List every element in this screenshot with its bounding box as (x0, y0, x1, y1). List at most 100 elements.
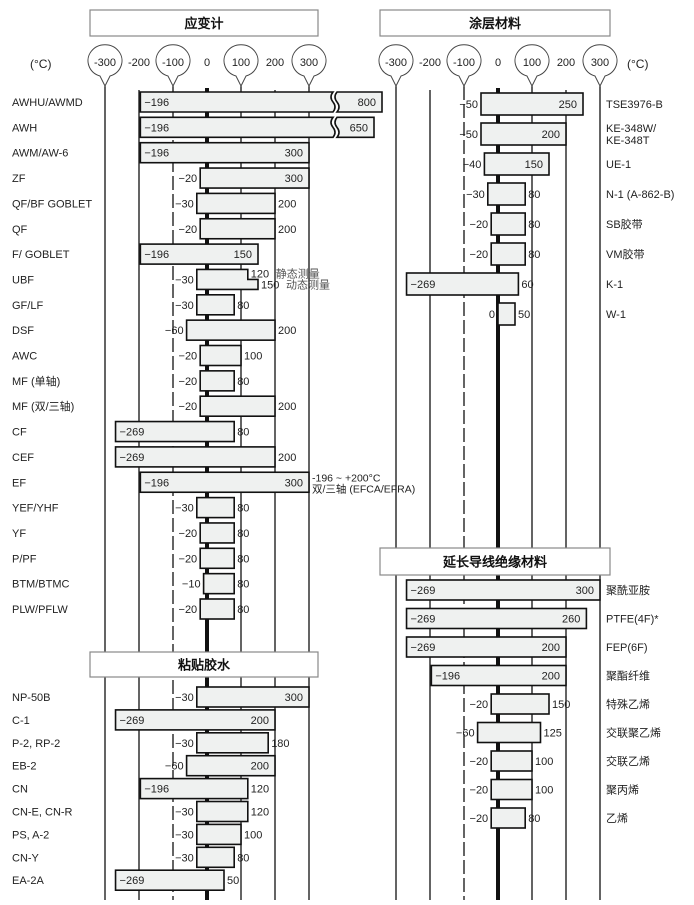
row-label: KE-348W/ (606, 123, 657, 135)
range-bar (199, 598, 235, 620)
min-value: −20 (470, 219, 489, 231)
max-value: 150 (552, 699, 570, 711)
min-value: −196 (144, 148, 169, 160)
range-bar (480, 122, 567, 146)
max-value: 80 (237, 852, 249, 864)
range-row: BTM/BTMC −10 80 (12, 572, 249, 595)
row-label: CN (12, 784, 28, 796)
range-bar (199, 217, 276, 240)
range-row: PTFE(4F)* −269 260 (405, 607, 659, 630)
section-header (379, 547, 611, 576)
range-bar (405, 579, 601, 601)
range-row: AWC −20 100 (12, 344, 262, 367)
max-value: 50 (227, 875, 239, 887)
max-value: 150 (525, 159, 543, 171)
row-label: SB胶带 (606, 217, 643, 231)
row-label: P/PF (12, 553, 37, 565)
max-value: 180 (271, 738, 289, 750)
range-row: W-1 0 50 (489, 302, 626, 326)
min-value: −269 (411, 642, 436, 654)
range-row: 交联乙烯 −20 100 (470, 750, 650, 772)
range-row: F/ GOBLET −196 150 (12, 243, 259, 265)
max-value: 150 (261, 279, 279, 291)
range-bar (196, 293, 236, 316)
min-value: 0 (489, 309, 495, 321)
row-label: 特殊乙烯 (606, 697, 650, 711)
max-value: 80 (237, 604, 249, 616)
row-label: FEP(6F) (606, 642, 648, 654)
row-label: QF/BF GOBLET (12, 198, 92, 210)
max-value: 200 (278, 325, 296, 337)
max-value: 200 (251, 715, 269, 727)
max-value: 300 (285, 148, 303, 160)
max-value: 200 (542, 129, 560, 141)
range-bar (430, 664, 567, 687)
max-value: 100 (244, 829, 262, 841)
min-value: −20 (179, 528, 198, 540)
range-bar (483, 152, 550, 176)
row-label: C-1 (12, 715, 30, 727)
row-label: CF (12, 427, 27, 439)
max-value: 150 (234, 249, 252, 261)
range-bar-extension (334, 91, 383, 113)
section-header (89, 651, 319, 678)
range-bar (490, 778, 533, 801)
min-value: −30 (466, 189, 485, 201)
range-bar (185, 319, 276, 341)
max-value: 300 (285, 692, 303, 704)
section-title: 延长导线绝缘材料 (442, 555, 547, 570)
row-label: AWHU/AWMD (12, 97, 83, 109)
max-value: 80 (528, 813, 540, 825)
range-row: 聚酰亚胺 −269 300 (405, 579, 650, 601)
row-label: P-2, RP-2 (12, 738, 60, 750)
range-bar (196, 731, 270, 754)
tick-bubble (291, 44, 327, 88)
tick-label: -100 (162, 57, 184, 69)
max-value: 120 (251, 807, 269, 819)
row-label: TSE3976-B (606, 99, 663, 111)
tick-label: -100 (453, 57, 475, 69)
max-value: 260 (562, 614, 580, 626)
min-value: −50 (459, 129, 478, 141)
range-row: K-1 −269 60 (405, 272, 623, 296)
min-value: −30 (175, 807, 194, 819)
range-bar (196, 192, 276, 215)
max-value: 60 (521, 279, 533, 291)
max-value: 120 (251, 784, 269, 796)
section-header (89, 9, 319, 37)
range-bar (196, 846, 236, 869)
min-value: −269 (120, 452, 145, 464)
range-bar (196, 800, 249, 823)
range-bar (199, 547, 235, 570)
range-bar (199, 167, 310, 189)
range-bar (199, 370, 235, 392)
row-label: PS, A-2 (12, 829, 49, 841)
range-row: AWHU/AWMD −196 800 (12, 91, 383, 113)
range-bar (490, 807, 527, 829)
row-label: CN-Y (12, 852, 40, 864)
row-label: EF (12, 477, 26, 489)
row-label: 聚酰亚胺 (606, 583, 650, 597)
tick-label: -300 (94, 57, 116, 69)
section-coating: 涂层材料 TSE3976-B −50 250 KE-348W/KE-348T −50 200… (379, 9, 674, 326)
row-label: YEF/YHF (12, 503, 59, 515)
range-row: CN −196 120 (12, 777, 269, 800)
range-bar (405, 636, 567, 658)
tick-label: 200 (557, 57, 575, 69)
section-title: 粘贴胶水 (177, 658, 231, 673)
min-value: −20 (179, 401, 198, 413)
max-value: 200 (542, 671, 560, 683)
range-bar-extension (334, 116, 375, 139)
row-label: 聚丙烯 (606, 784, 639, 797)
range-row: FEP(6F) −269 200 (405, 636, 648, 658)
max-value: 80 (237, 427, 249, 439)
max-static-value: 120 (251, 268, 269, 280)
min-value: −30 (175, 198, 194, 210)
row-label: 交联乙烯 (606, 754, 650, 768)
min-value: −20 (470, 699, 489, 711)
range-bar (114, 709, 276, 731)
min-value: −20 (179, 376, 198, 388)
range-row: VM胶带 −20 80 (470, 242, 645, 266)
max-value: 100 (535, 756, 553, 768)
min-value: −269 (411, 585, 436, 597)
